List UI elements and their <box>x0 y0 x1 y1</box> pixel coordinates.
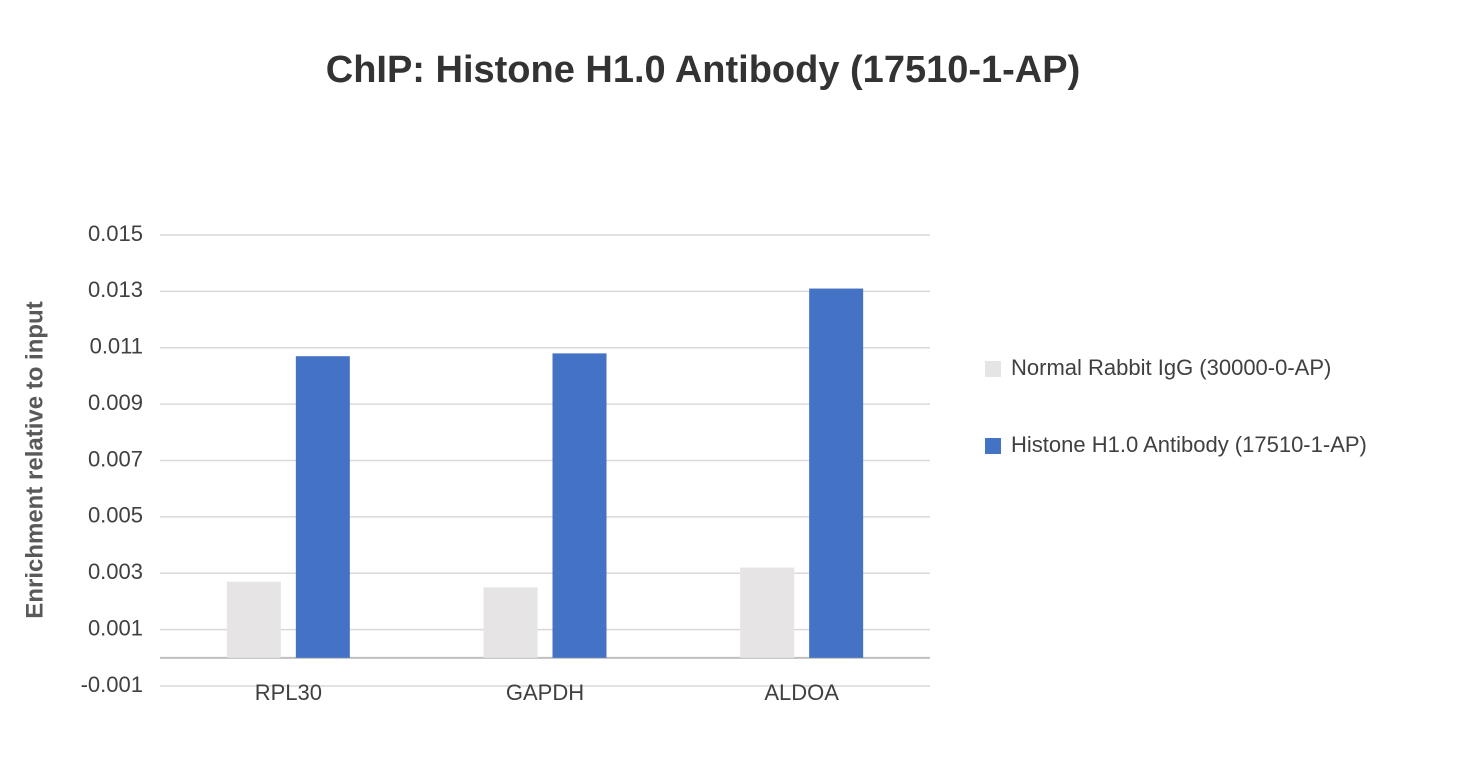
bar <box>809 288 864 658</box>
y-tick-label: 0.009 <box>88 390 143 415</box>
bar <box>552 353 607 658</box>
bar <box>295 356 350 658</box>
bar <box>740 567 795 658</box>
y-tick-label: 0.003 <box>88 559 143 584</box>
legend-label: Normal Rabbit IgG (30000-0-AP) <box>1011 355 1331 380</box>
legend-swatch <box>985 438 1001 454</box>
y-tick-label: 0.011 <box>90 334 143 359</box>
y-tick-label: 0.013 <box>88 277 143 302</box>
x-tick-label: GAPDH <box>506 680 584 705</box>
y-tick-label: 0.015 <box>88 221 143 246</box>
x-tick-label: RPL30 <box>255 680 322 705</box>
x-tick-label: ALDOA <box>764 680 839 705</box>
chart-title: ChIP: Histone H1.0 Antibody (17510-1-AP) <box>326 49 1081 91</box>
legend-swatch <box>985 361 1001 377</box>
y-tick-label: -0.001 <box>81 672 143 697</box>
legend-label: Histone H1.0 Antibody (17510-1-AP) <box>1011 432 1367 457</box>
y-tick-label: 0.007 <box>88 446 143 471</box>
bar <box>226 581 281 658</box>
y-tick-label: 0.005 <box>88 503 143 528</box>
y-tick-label: 0.001 <box>88 615 143 640</box>
bar <box>483 587 538 658</box>
y-axis-label: Enrichment relative to input <box>21 301 48 618</box>
